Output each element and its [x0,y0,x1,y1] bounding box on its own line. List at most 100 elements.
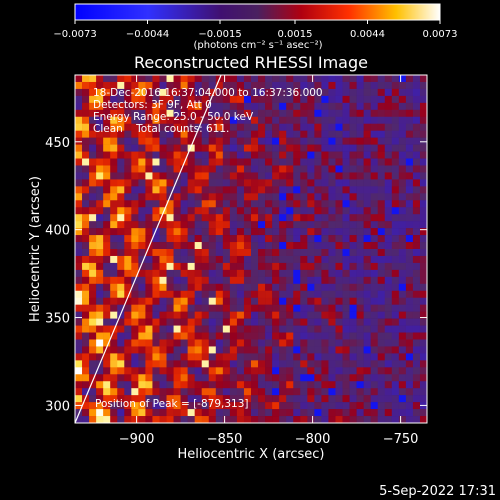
heatmap-cell [173,75,181,83]
heatmap-cell [194,193,203,201]
heatmap-cell [412,388,421,396]
heatmap-cell [194,123,203,131]
heatmap-cell [328,360,336,368]
heatmap-cell [328,290,336,299]
heatmap-cell [236,416,245,423]
heatmap-cell [293,374,301,382]
heatmap-cell [279,360,287,368]
heatmap-cell [300,151,308,159]
heatmap-cell [124,200,132,208]
heatmap-cell [384,75,393,83]
heatmap-cell [187,367,195,375]
heatmap-cell [194,88,203,97]
heatmap-cell [222,353,231,361]
heatmap-cell [279,409,287,417]
heatmap-cell [412,304,421,312]
heatmap-cell [398,409,407,417]
heatmap-cell [405,409,414,417]
heatmap-cell [75,318,83,326]
heatmap-cell [279,88,287,97]
heatmap-cell [258,172,266,180]
heatmap-cell [89,130,97,138]
heatmap-cell [236,214,245,222]
heatmap-cell [201,388,210,396]
heatmap-cell [152,228,160,236]
heatmap-cell [82,255,90,264]
heatmap-cell [258,311,266,319]
heatmap-cell [384,367,393,375]
heatmap-cell [300,297,308,305]
heatmap-cell [286,311,294,319]
heatmap-cell [173,388,181,396]
heatmap-cell [208,269,217,278]
heatmap-cell [398,109,407,118]
heatmap-cell [293,249,301,257]
heatmap-cell [349,165,357,173]
heatmap-cell [215,402,224,410]
heatmap-cell [279,151,287,159]
heatmap-cell [335,318,343,326]
heatmap-cell [251,402,259,410]
heatmap-cell [222,304,231,312]
heatmap-cell [398,88,407,97]
heatmap-cell [89,75,97,83]
heatmap-cell [229,332,238,340]
heatmap-cell [272,165,280,173]
heatmap-cell [215,262,224,271]
heatmap-cell [328,130,336,138]
heatmap-cell [272,269,280,278]
heatmap-cell [96,123,104,131]
heatmap-cell [321,88,329,97]
heatmap-cell [243,290,252,299]
heatmap-cell [265,276,273,285]
heatmap-cell [180,172,188,180]
heatmap-cell [307,221,315,229]
heatmap-cell [103,255,111,264]
heatmap-cell [89,81,97,90]
heatmap-cell [307,360,315,368]
heatmap-cell [187,144,195,152]
heatmap-cell [328,193,336,201]
heatmap-cell [201,207,210,215]
heatmap-cell [321,228,329,236]
heatmap-cell [187,346,195,354]
heatmap-cell [293,339,301,347]
heatmap-cell [215,395,224,403]
heatmap-cell [307,311,315,319]
heatmap-cell [405,381,414,389]
heatmap-cell [222,402,231,410]
heatmap-cell [96,165,104,173]
heatmap-cell [208,402,217,410]
heatmap-cell [335,172,343,180]
heatmap-cell [173,88,181,97]
heatmap-cell [286,214,294,222]
heatmap-cell [384,325,393,333]
heatmap-cell [152,346,160,354]
heatmap-cell [180,269,188,278]
heatmap-cell [229,165,238,173]
heatmap-cell [286,276,294,285]
heatmap-cell [307,304,315,312]
heatmap-cell [208,381,217,389]
heatmap-cell [152,130,160,138]
heatmap-cell [272,381,280,389]
heatmap-cell [96,318,104,326]
heatmap-cell [384,123,393,131]
heatmap-cell [279,249,287,257]
heatmap-cell [222,207,231,215]
heatmap-cell [159,158,167,166]
heatmap-cell [89,381,97,389]
heatmap-cell [201,409,210,417]
heatmap-cell [356,346,364,354]
heatmap-cell [208,262,217,271]
heatmap-cell [82,409,90,417]
heatmap-cell [82,402,90,410]
heatmap-cell [356,95,364,104]
heatmap-cell [293,165,301,173]
heatmap-cell [124,158,132,166]
heatmap-cell [82,165,90,173]
heatmap-cell [103,172,111,180]
heatmap-cell [335,179,343,187]
heatmap-cell [110,395,118,403]
heatmap-cell [279,318,287,326]
